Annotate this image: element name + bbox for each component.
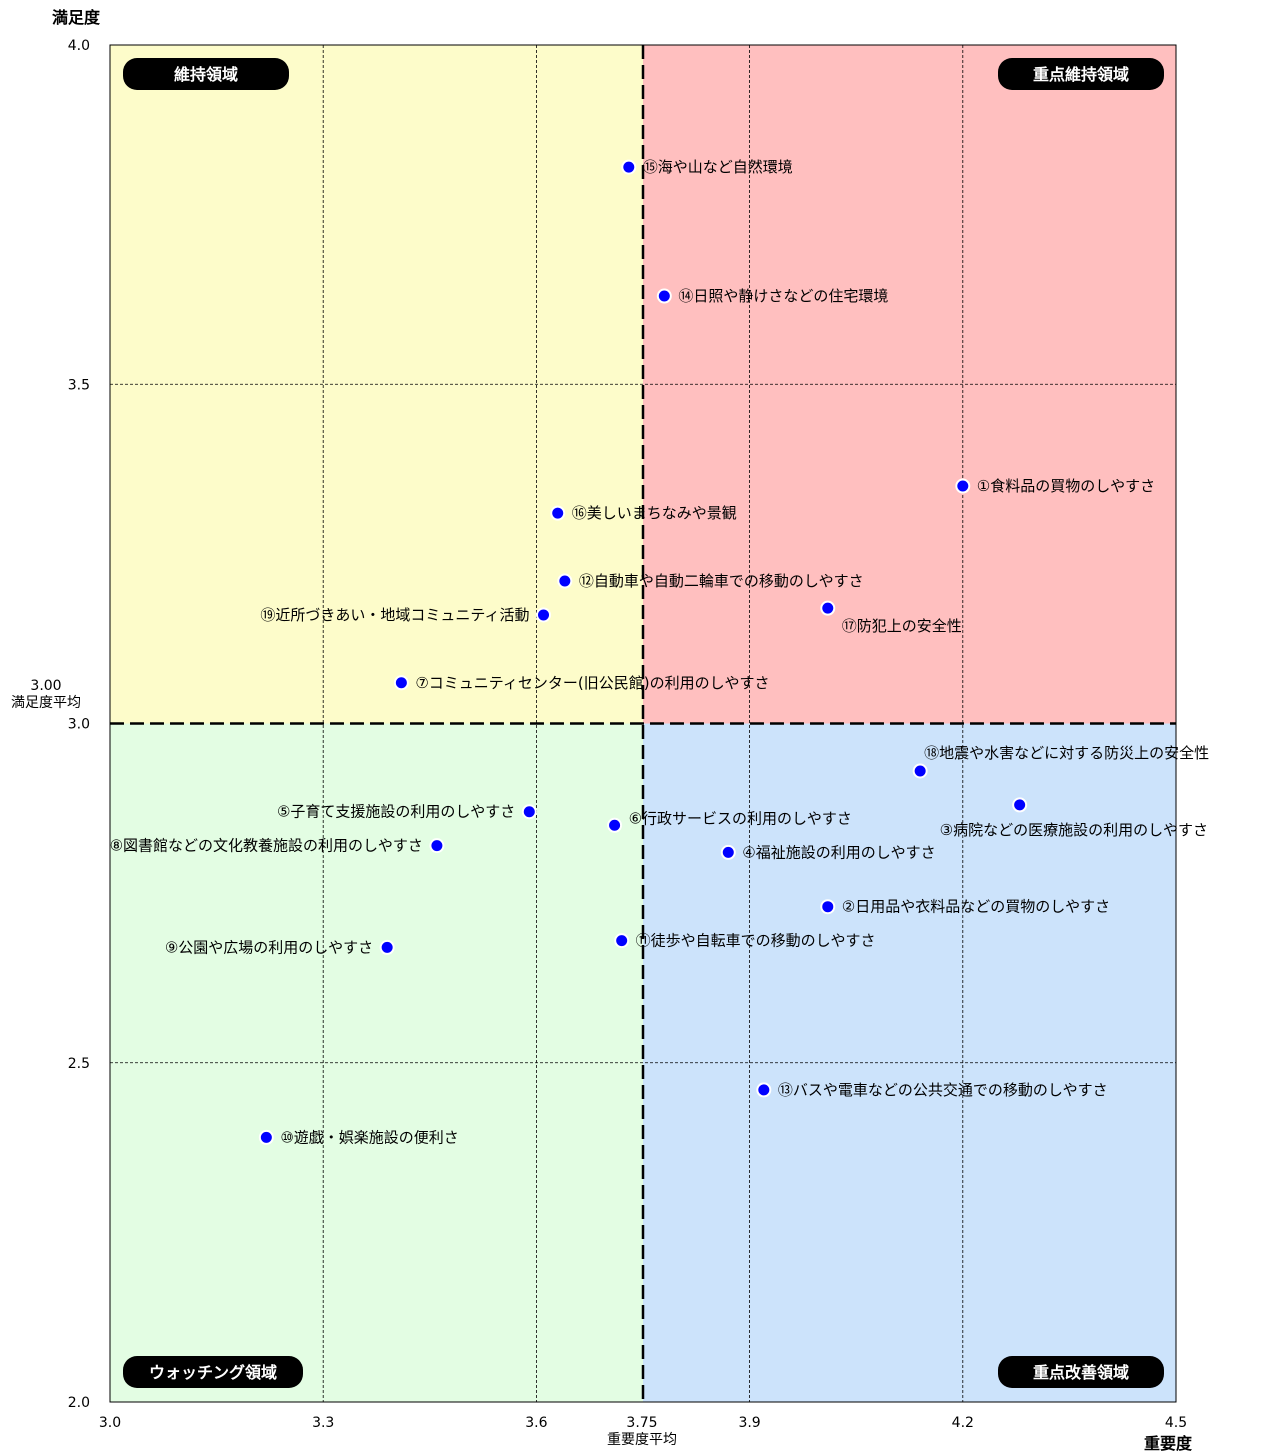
point-label: ①食料品の買物のしやすさ — [977, 477, 1155, 495]
point-label: ⑤子育て支援施設の利用のしやすさ — [277, 803, 515, 821]
point-marker — [429, 838, 445, 854]
quadrant-tag-label: 維持領域 — [174, 65, 238, 84]
point-label: ③病院などの医療施設の利用のしやすさ — [940, 821, 1208, 839]
y-tick-label: 3.0 — [68, 717, 90, 733]
point-marker — [912, 763, 928, 779]
x-axis-title: 重要度 — [1144, 1434, 1193, 1453]
tick-labels: 3.0 3.3 3.6 3.9 4.2 4.5 2.0 2.5 3.0 3.5 4.0 — [68, 38, 1187, 1431]
quadrant-tag-label: 重点維持領域 — [1033, 65, 1129, 84]
point-marker — [536, 607, 552, 623]
point-label: ⑧図書館などの文化教養施設の利用のしやすさ — [110, 837, 423, 855]
point-marker — [607, 817, 623, 833]
x-tick-label: 3.3 — [312, 1415, 334, 1431]
gridlines — [110, 45, 1176, 1402]
x-tick-label: 4.5 — [1165, 1415, 1187, 1431]
data-point: ⑫自動車や自動二輪車での移動のしやすさ — [557, 572, 864, 590]
y-tick-label: 2.0 — [68, 1395, 90, 1411]
data-point: ⑰防犯上の安全性 — [820, 600, 962, 635]
point-marker — [1012, 797, 1028, 813]
data-point: ③病院などの医療施設の利用のしやすさ — [940, 797, 1208, 839]
x-tick-label: 3.6 — [525, 1415, 547, 1431]
quadrant-tag-pill — [123, 58, 289, 90]
point-marker — [557, 573, 573, 589]
data-point: ⑪徒歩や自転車での移動のしやすさ — [614, 932, 876, 950]
point-label: ⑫自動車や自動二輪車での移動のしやすさ — [579, 572, 864, 590]
quadrant-tag-pill — [998, 1356, 1164, 1388]
point-marker — [820, 899, 836, 915]
point-marker — [720, 844, 736, 860]
quadrant-tag-pill — [998, 58, 1164, 90]
data-point: ⑲近所づきあい・地域コミュニティ活動 — [260, 606, 552, 624]
point-marker — [614, 933, 630, 949]
point-label: ⑰防犯上の安全性 — [842, 617, 962, 635]
quadrant-tag-top-left: 維持領域 — [123, 58, 289, 90]
point-marker — [521, 804, 537, 820]
point-label: ⑲近所づきあい・地域コミュニティ活動 — [260, 606, 529, 624]
data-point: ⑮海や山など自然環境 — [621, 158, 793, 176]
point-label: ⑬バスや電車などの公共交通での移動のしやすさ — [778, 1081, 1108, 1099]
x-average-tick: 3.75 — [626, 1415, 657, 1431]
point-label: ⑦コミュニティセンター(旧公民館)の利用のしやすさ — [415, 674, 769, 692]
data-point: ⑨公園や広場の利用のしやすさ — [165, 938, 395, 956]
y-average-label: 満足度平均 — [11, 695, 81, 711]
point-marker — [379, 939, 395, 955]
point-marker — [258, 1129, 274, 1145]
data-point: ⑥行政サービスの利用のしやすさ — [607, 809, 852, 833]
y-tick-label: 3.5 — [68, 377, 90, 393]
x-tick-label: 4.2 — [952, 1415, 974, 1431]
point-marker — [550, 505, 566, 521]
quadrant-tag-top-right: 重点維持領域 — [998, 58, 1164, 90]
point-label: ②日用品や衣料品などの買物のしやすさ — [842, 898, 1110, 916]
data-point: ④福祉施設の利用のしやすさ — [720, 843, 936, 861]
x-tick-label: 3.0 — [99, 1415, 121, 1431]
point-marker — [393, 675, 409, 691]
data-point: ⑯美しいまちなみや景観 — [550, 504, 737, 522]
point-label: ⑨公園や広場の利用のしやすさ — [165, 938, 373, 956]
point-label: ⑪徒歩や自転車での移動のしやすさ — [636, 932, 876, 950]
y-axis-title: 満足度 — [52, 8, 101, 27]
average-lines — [110, 45, 1176, 1402]
point-label: ④福祉施設の利用のしやすさ — [742, 843, 935, 861]
point-label: ⑱地震や水害などに対する防災上の安全性 — [924, 744, 1209, 762]
point-label: ⑥行政サービスの利用のしやすさ — [629, 809, 852, 827]
quadrant-tag-pill — [123, 1356, 303, 1388]
point-label: ⑩遊戯・娯楽施設の便利さ — [280, 1128, 458, 1146]
data-point: ⑱地震や水害などに対する防災上の安全性 — [912, 744, 1209, 779]
quadrant-tag-bottom-left: ウォッチング領域 — [123, 1356, 303, 1388]
point-label: ⑭日照や静けさなどの住宅環境 — [678, 287, 888, 305]
y-tick-label: 4.0 — [68, 38, 90, 54]
point-marker — [656, 288, 672, 304]
point-marker — [820, 600, 836, 616]
point-label: ⑮海や山など自然環境 — [643, 158, 793, 176]
point-marker — [756, 1082, 772, 1098]
data-point: ⑩遊戯・娯楽施設の便利さ — [258, 1128, 459, 1146]
quadrant-tag-label: ウォッチング領域 — [149, 1363, 277, 1382]
data-point: ⑦コミュニティセンター(旧公民館)の利用のしやすさ — [393, 674, 769, 692]
quadrant-tag-bottom-right: 重点改善領域 — [998, 1356, 1164, 1388]
data-point: ⑬バスや電車などの公共交通での移動のしやすさ — [756, 1081, 1108, 1099]
x-average-label: 重要度平均 — [607, 1432, 677, 1448]
point-marker — [955, 478, 971, 494]
quadrant-tag-label: 重点改善領域 — [1033, 1363, 1129, 1382]
data-points: ①食料品の買物のしやすさ ②日用品や衣料品などの買物のしやすさ ③病院などの医療施設… — [110, 158, 1210, 1146]
data-point: ②日用品や衣料品などの買物のしやすさ — [820, 898, 1110, 916]
plot-frame — [109, 44, 1177, 1403]
y-tick-label: 2.5 — [68, 1056, 90, 1072]
point-label: ⑯美しいまちなみや景観 — [572, 504, 737, 522]
x-tick-label: 3.9 — [738, 1415, 760, 1431]
data-point: ⑧図書館などの文化教養施設の利用のしやすさ — [110, 837, 445, 855]
data-point: ①食料品の買物のしやすさ — [955, 477, 1155, 495]
data-point: ⑭日照や静けさなどの住宅環境 — [656, 287, 888, 305]
y-average-tick: 3.00 — [30, 678, 61, 694]
data-point: ⑤子育て支援施設の利用のしやすさ — [277, 803, 537, 821]
point-marker — [621, 159, 637, 175]
